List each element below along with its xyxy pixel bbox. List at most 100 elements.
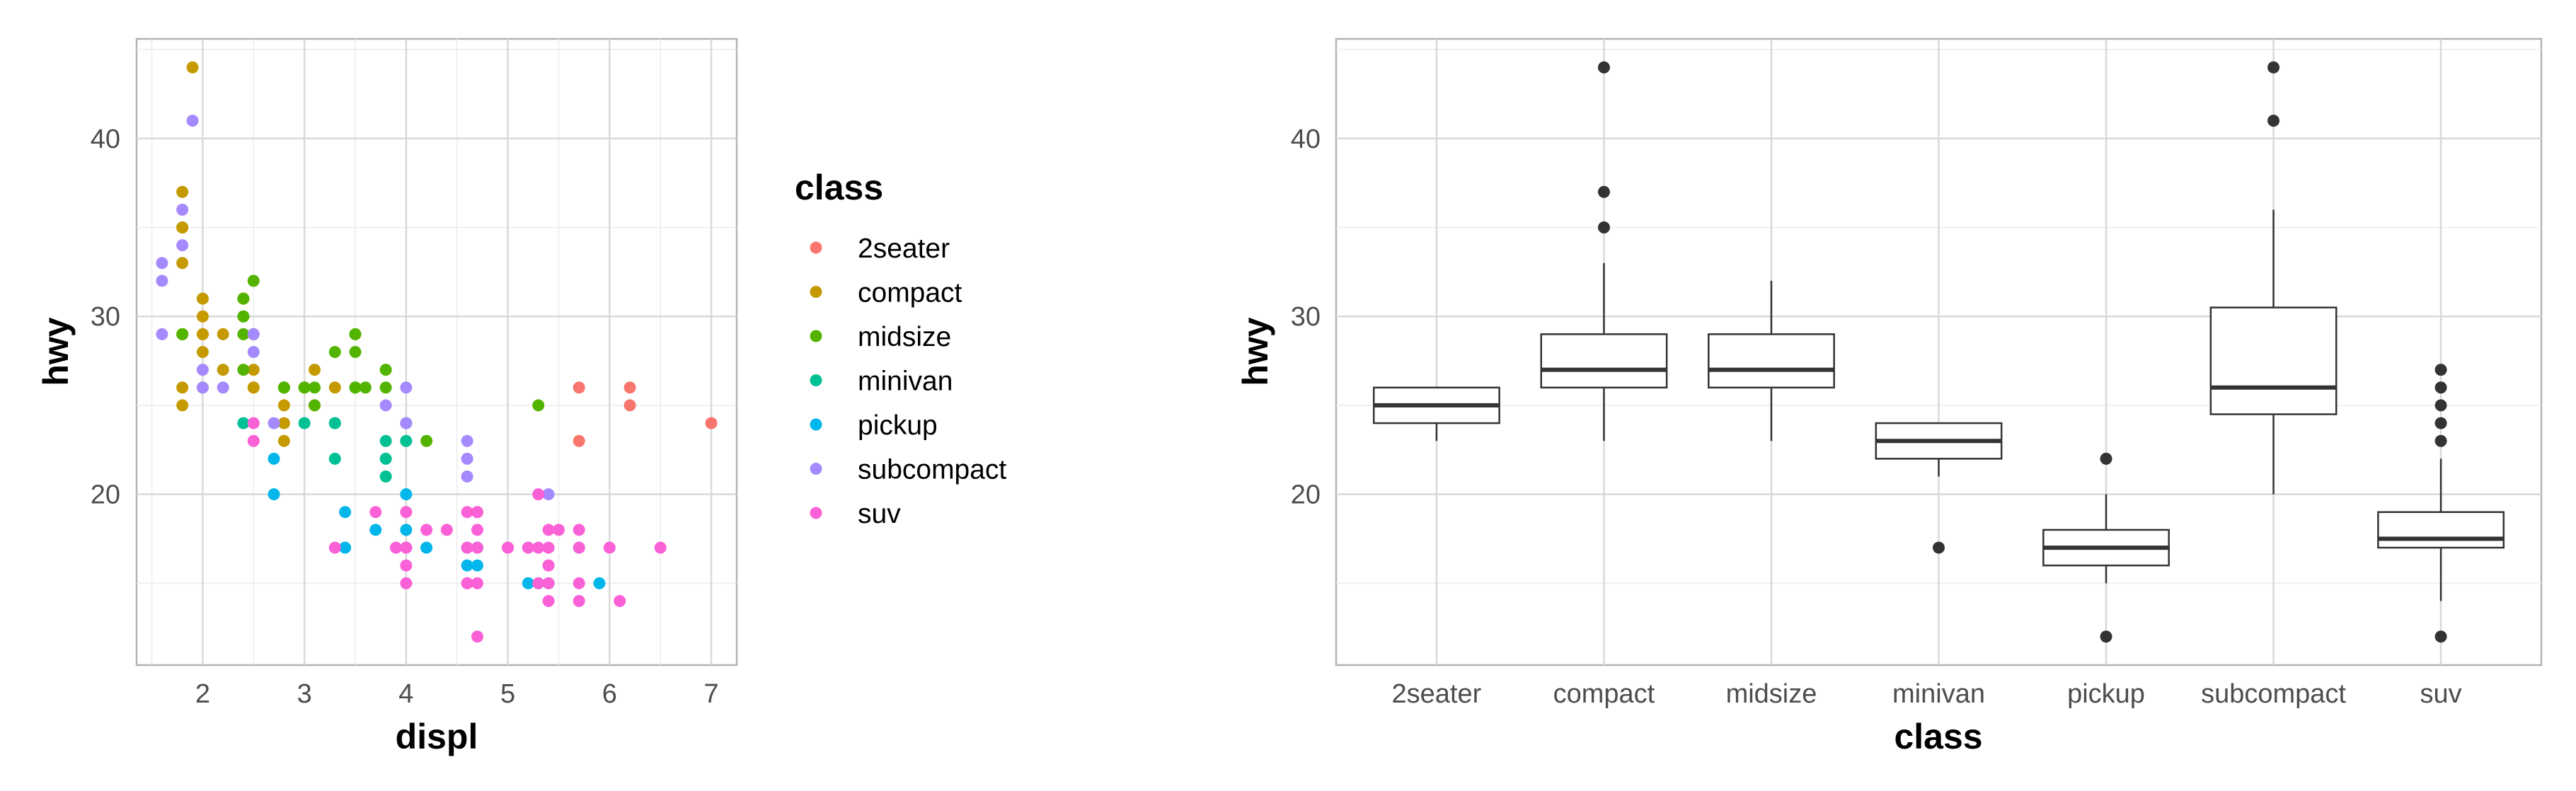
legend-item-midsize: midsize xyxy=(810,322,951,352)
boxplot-x-tick-label: 2seater xyxy=(1392,679,1482,709)
legend-item-compact: compact xyxy=(810,278,962,308)
scatter-point-pickup xyxy=(522,577,534,589)
scatter-point-midsize xyxy=(328,346,341,358)
box-outlier-point xyxy=(2434,417,2447,429)
scatter-point-subcompact xyxy=(247,346,260,358)
scatter-x-tick-label: 5 xyxy=(500,679,515,709)
box-2seater xyxy=(1372,386,1500,441)
scatter-point-midsize xyxy=(379,364,392,376)
scatter-point-midsize xyxy=(237,364,250,376)
scatter-point-2seater xyxy=(623,399,636,412)
legend-item-subcompact: subcompact xyxy=(810,455,1006,485)
boxplot-x-tick-label: suv xyxy=(2420,679,2462,709)
scatter-point-minivan xyxy=(328,452,341,465)
scatter-x-tick-label: 7 xyxy=(703,679,718,709)
legend-key-2seater xyxy=(810,241,822,254)
boxplot-x-tick-label: pickup xyxy=(2067,679,2145,709)
scatter-point-suv xyxy=(420,524,433,536)
scatter-point-subcompact xyxy=(247,328,260,340)
scatter-y-tick-label: 20 xyxy=(91,480,120,510)
scatter-point-subcompact xyxy=(176,203,189,216)
box-outlier-point xyxy=(1933,541,1945,554)
legend-key-compact xyxy=(810,286,822,298)
scatter-point-suv xyxy=(400,541,413,554)
boxplot-boxes xyxy=(1372,61,2505,643)
scatter-point-pickup xyxy=(339,541,352,554)
scatter-point-midsize xyxy=(309,381,321,394)
scatter-point-minivan xyxy=(328,417,341,429)
legend-key-minivan xyxy=(810,374,822,386)
scatter-point-subcompact xyxy=(400,417,413,429)
scatter-point-minivan xyxy=(400,434,413,447)
scatter-point-subcompact xyxy=(461,470,473,483)
scatter-point-suv xyxy=(542,524,555,536)
scatter-point-subcompact xyxy=(400,381,413,394)
scatter-point-compact xyxy=(247,364,260,376)
scatter-point-suv xyxy=(573,524,585,536)
box-outlier-point xyxy=(1597,61,1610,74)
scatter-x-tick-label: 4 xyxy=(398,679,413,709)
scatter-points xyxy=(156,61,718,643)
scatter-x-tick-label: 3 xyxy=(297,679,312,709)
scatter-point-midsize xyxy=(420,434,433,447)
scatter-point-compact xyxy=(328,381,341,394)
scatter-point-compact xyxy=(196,346,209,358)
scatter-point-midsize xyxy=(349,381,362,394)
scatter-point-suv xyxy=(471,506,483,519)
scatter-point-compact xyxy=(176,381,189,394)
scatter-y-tick-label: 30 xyxy=(91,302,120,332)
boxplot-y-tick-labels: 20 30 40 xyxy=(1291,125,1321,510)
scatter-point-minivan xyxy=(298,417,311,429)
scatter-point-suv xyxy=(461,577,473,589)
box-outlier-point xyxy=(2434,434,2447,447)
scatter-point-compact xyxy=(196,292,209,305)
legend-label-minivan: minivan xyxy=(858,366,953,397)
scatter-point-suv xyxy=(532,577,545,589)
scatter-point-suv xyxy=(440,524,453,536)
boxplot-x-tick-label: minivan xyxy=(1892,679,1985,709)
scatter-point-compact xyxy=(217,364,229,376)
scatter-point-suv xyxy=(654,541,667,554)
scatter-point-suv xyxy=(542,559,555,572)
scatter-point-suv xyxy=(552,524,565,536)
box-outlier-point xyxy=(2100,452,2112,465)
scatter-point-minivan xyxy=(379,470,392,483)
box-midsize xyxy=(1708,280,1835,441)
box-minivan xyxy=(1875,422,2003,554)
scatter-point-subcompact xyxy=(461,434,473,447)
boxplot-x-axis-title: class xyxy=(1894,717,1982,756)
scatter-point-suv xyxy=(247,434,260,447)
scatter-point-midsize xyxy=(237,310,250,323)
scatter-point-suv xyxy=(400,577,413,589)
scatter-point-minivan xyxy=(379,434,392,447)
scatter-point-compact xyxy=(277,399,290,412)
scatter-x-tick-labels: 2 3 4 5 6 7 xyxy=(195,679,719,709)
legend-key-midsize xyxy=(810,330,822,342)
scatter-point-2seater xyxy=(573,434,585,447)
box-iqr-rect xyxy=(1540,333,1668,389)
scatter-point-pickup xyxy=(339,506,352,519)
scatter-point-midsize xyxy=(309,399,321,412)
legend-label-subcompact: subcompact xyxy=(858,455,1006,485)
scatter-point-suv xyxy=(603,541,616,554)
box-outlier-point xyxy=(2434,399,2447,412)
scatter-point-suv xyxy=(461,541,473,554)
scatter-point-midsize xyxy=(359,381,372,394)
box-iqr-rect xyxy=(2209,306,2338,415)
scatter-legend: class 2seater compact midsize minivan pickup… xyxy=(795,168,1006,529)
scatter-point-midsize xyxy=(349,346,362,358)
scatter-point-compact xyxy=(217,328,229,340)
boxplot-y-tick-label: 20 xyxy=(1291,480,1321,510)
box-iqr-rect xyxy=(2377,511,2505,549)
box-subcompact xyxy=(2209,61,2338,495)
boxplot-y-tick-label: 30 xyxy=(1291,302,1321,332)
scatter-point-compact xyxy=(196,310,209,323)
scatter-point-subcompact xyxy=(196,381,209,394)
box-pickup xyxy=(2042,452,2170,643)
scatter-point-suv xyxy=(542,577,555,589)
scatter-point-subcompact xyxy=(156,275,168,287)
scatter-point-pickup xyxy=(593,577,606,589)
legend-label-suv: suv xyxy=(858,499,901,529)
boxplot-chart-panel: 2seater compact midsize minivan pickup subcom… xyxy=(1236,37,2543,756)
box-outlier-point xyxy=(2434,630,2447,643)
